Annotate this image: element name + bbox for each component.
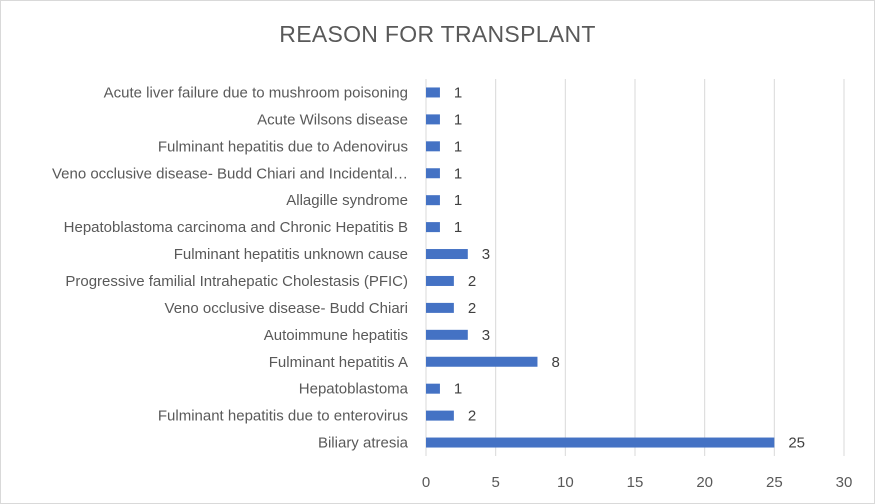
category-label: Veno occlusive disease- Budd Chiari xyxy=(165,300,408,317)
category-label: Fulminant hepatitis due to Adenovirus xyxy=(158,138,408,155)
data-label: 2 xyxy=(468,408,476,425)
data-label: 1 xyxy=(454,111,462,128)
bar-7 xyxy=(426,275,454,286)
category-label: Allagille syndrome xyxy=(286,192,408,209)
category-label: Acute liver failure due to mushroom pois… xyxy=(104,84,408,101)
bar-10 xyxy=(426,356,538,367)
data-label: 1 xyxy=(454,84,462,101)
data-label: 3 xyxy=(482,327,490,344)
x-tick-label: 30 xyxy=(836,474,853,491)
category-label: Biliary atresia xyxy=(318,435,409,452)
chart-title: REASON FOR TRANSPLANT xyxy=(279,21,596,47)
bar-2 xyxy=(426,141,440,152)
bar-9 xyxy=(426,329,468,340)
gridlines xyxy=(425,79,845,456)
x-axis-ticks: 0 5 10 15 20 25 30 xyxy=(422,474,853,491)
x-tick-label: 15 xyxy=(627,474,644,491)
data-label: 8 xyxy=(551,354,559,371)
category-label: Hepatoblastoma carcinoma and Chronic Hep… xyxy=(64,219,408,236)
data-label: 2 xyxy=(468,300,476,317)
x-tick-label: 20 xyxy=(696,474,713,491)
category-labels: Acute liver failure due to mushroom pois… xyxy=(52,84,409,451)
bar-13 xyxy=(426,437,775,448)
data-label: 25 xyxy=(788,435,805,452)
data-label: 1 xyxy=(454,192,462,209)
data-label: 1 xyxy=(454,381,462,398)
category-label: Veno occlusive disease- Budd Chiari and … xyxy=(52,165,408,182)
data-label: 3 xyxy=(482,246,490,263)
data-label: 1 xyxy=(454,138,462,155)
data-label: 2 xyxy=(468,273,476,290)
category-label: Fulminant hepatitis due to enterovirus xyxy=(158,408,408,425)
bar-1 xyxy=(426,114,440,125)
x-tick-label: 25 xyxy=(766,474,783,491)
category-label: Fulminant hepatitis unknown cause xyxy=(174,246,408,263)
bars xyxy=(426,87,775,448)
data-label: 1 xyxy=(454,165,462,182)
category-label: Acute Wilsons disease xyxy=(257,111,408,128)
x-tick-label: 5 xyxy=(491,474,499,491)
bar-11 xyxy=(426,383,440,394)
data-label: 1 xyxy=(454,219,462,236)
bar-4 xyxy=(426,195,440,206)
bar-8 xyxy=(426,302,454,313)
x-tick-label: 0 xyxy=(422,474,430,491)
category-label: Hepatoblastoma xyxy=(299,381,409,398)
bar-3 xyxy=(426,168,440,179)
bar-5 xyxy=(426,222,440,233)
bar-0 xyxy=(426,87,440,98)
category-label: Progressive familial Intrahepatic Choles… xyxy=(65,273,408,290)
bar-6 xyxy=(426,249,468,260)
category-label: Fulminant hepatitis A xyxy=(269,354,408,371)
x-tick-label: 10 xyxy=(557,474,574,491)
bar-12 xyxy=(426,410,454,421)
category-label: Autoimmune hepatitis xyxy=(264,327,408,344)
